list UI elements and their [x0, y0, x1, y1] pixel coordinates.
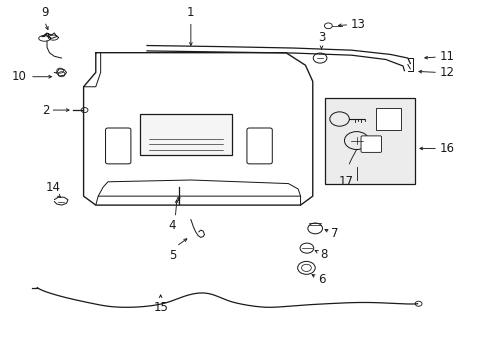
FancyBboxPatch shape — [246, 128, 272, 164]
Text: 2: 2 — [42, 104, 49, 117]
Text: 1: 1 — [187, 6, 194, 19]
Bar — [325, 98, 414, 184]
Text: 12: 12 — [439, 66, 454, 79]
Text: 17: 17 — [338, 175, 353, 188]
FancyBboxPatch shape — [360, 136, 381, 152]
Text: 10: 10 — [11, 70, 26, 83]
Text: 8: 8 — [320, 248, 327, 261]
Text: 4: 4 — [168, 220, 176, 233]
FancyBboxPatch shape — [105, 128, 131, 164]
Text: 7: 7 — [330, 227, 338, 240]
Bar — [375, 108, 400, 130]
Text: 3: 3 — [317, 31, 325, 44]
Text: 13: 13 — [350, 18, 365, 31]
Text: 14: 14 — [46, 181, 61, 194]
Text: 6: 6 — [317, 273, 325, 286]
Text: 11: 11 — [439, 50, 454, 63]
Bar — [140, 114, 232, 155]
Text: 9: 9 — [41, 6, 48, 19]
Text: 16: 16 — [439, 142, 454, 155]
Text: 15: 15 — [153, 301, 168, 314]
Text: 5: 5 — [168, 249, 176, 262]
